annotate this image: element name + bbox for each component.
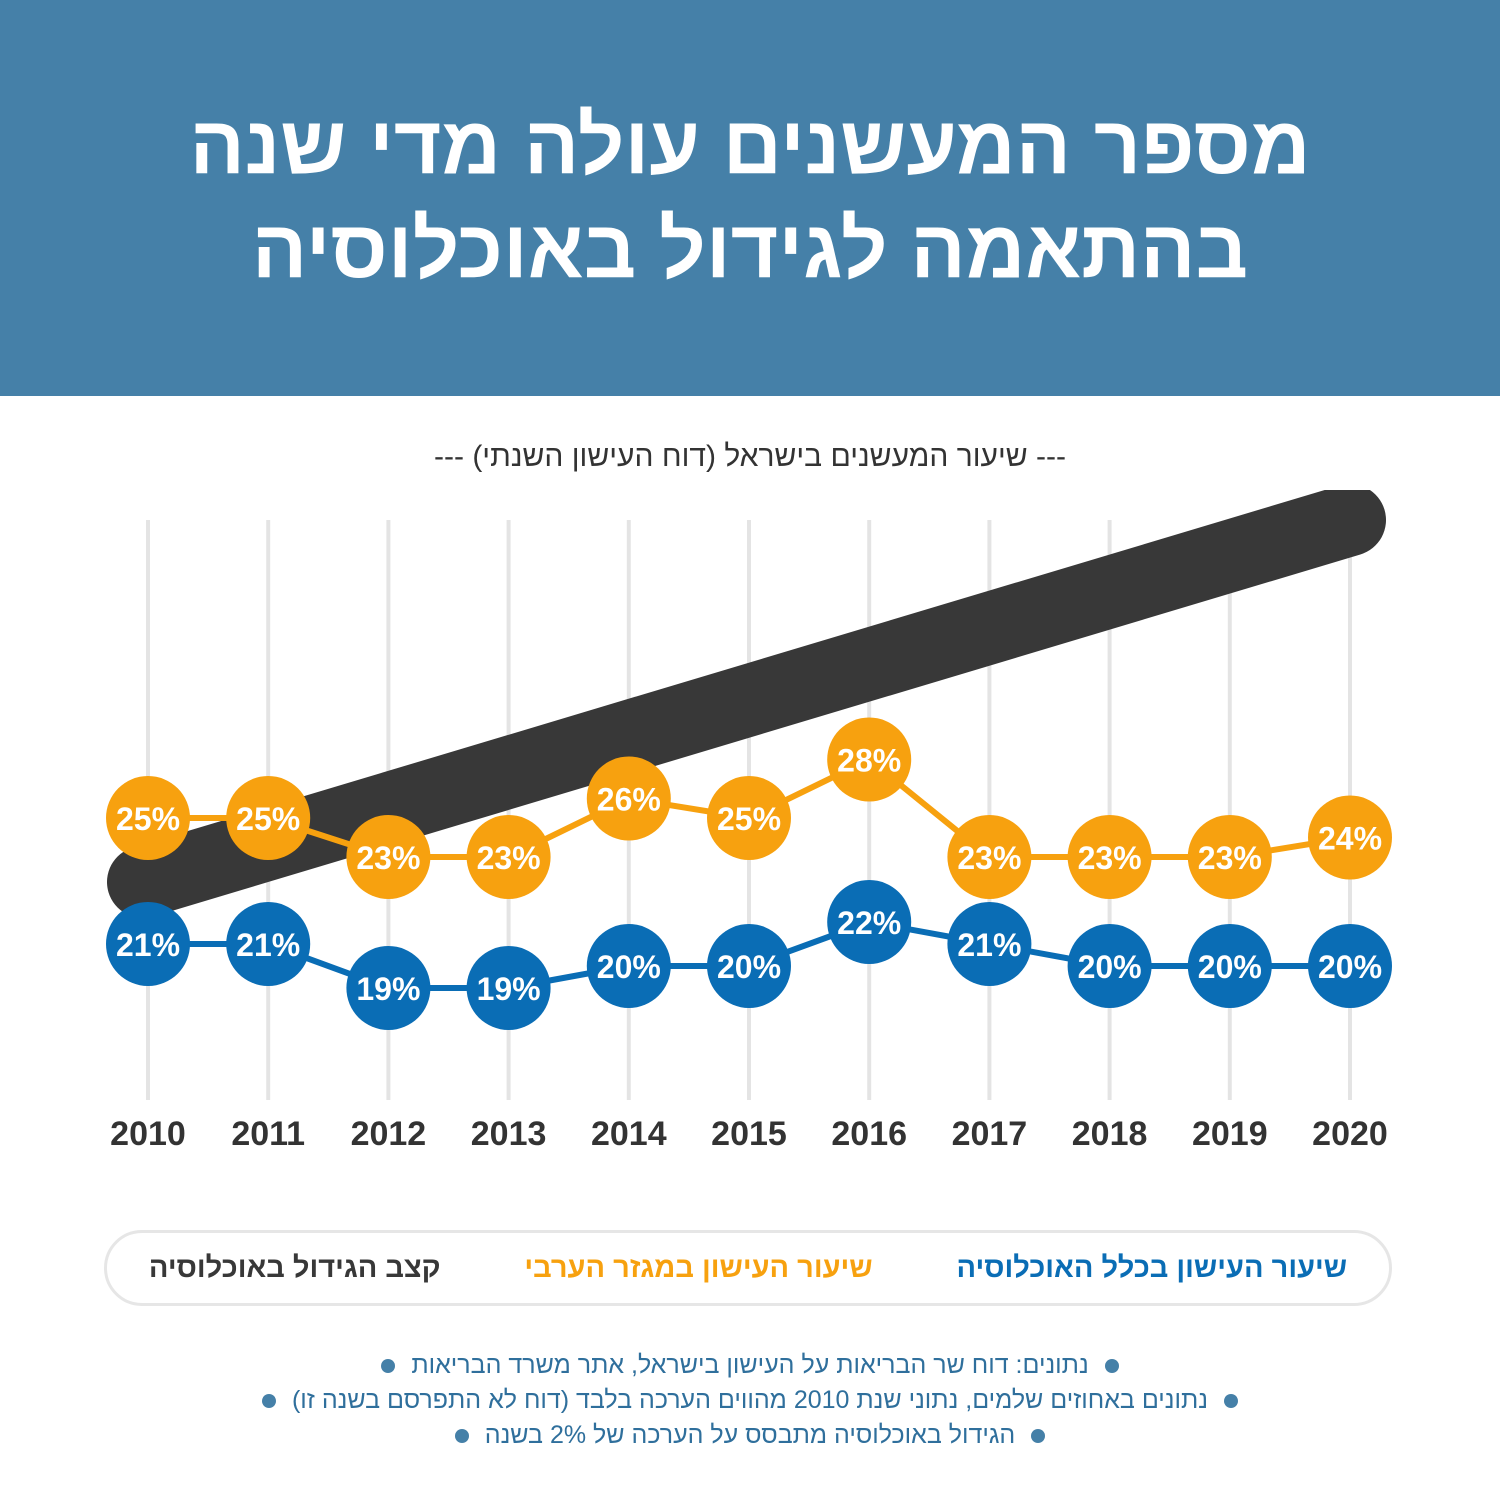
data-label: 23% xyxy=(356,840,420,876)
arab-sector-point xyxy=(466,815,551,899)
page-title-line-2: בהתאמה לגידול באוכלוסיה xyxy=(251,204,1249,295)
data-label: 20% xyxy=(597,949,661,985)
bullet-icon xyxy=(1104,1358,1119,1373)
arab-sector-point xyxy=(707,776,791,860)
general-population-point xyxy=(586,924,671,1008)
data-label: 20% xyxy=(1198,949,1262,985)
arab-sector-point xyxy=(586,756,671,841)
general-population-point xyxy=(106,902,190,986)
general-population-point xyxy=(1187,924,1272,1008)
data-label: 20% xyxy=(1318,949,1382,985)
arab-sector-point xyxy=(827,717,912,802)
general-population-point xyxy=(1308,924,1392,1008)
x-tick-label: 2010 xyxy=(110,1115,186,1153)
note-item: נתונים: דוח שר הבריאות על העישון בישראל,… xyxy=(365,1348,1134,1383)
arab-sector-point xyxy=(1187,815,1272,899)
header-banner: מספר המעשנים עולה מדי שנה בהתאמה לגידול … xyxy=(0,0,1500,396)
data-label: 23% xyxy=(1078,840,1142,876)
bullet-icon xyxy=(1224,1393,1239,1408)
arab-sector-point xyxy=(106,776,190,860)
data-label: 23% xyxy=(477,840,541,876)
data-label: 25% xyxy=(717,801,781,837)
population-growth-trend xyxy=(107,490,1386,918)
page-title-line-1: מספר המעשנים עולה מדי שנה xyxy=(189,100,1311,191)
x-tick-label: 2015 xyxy=(711,1115,787,1153)
note-item: נתונים באחוזים שלמים, נתוני שנת 2010 מהו… xyxy=(246,1383,1254,1418)
legend-arab-sector: שיעור העישון במגזר הערבי xyxy=(524,1251,873,1284)
general-population-point xyxy=(226,902,311,986)
general-population-point xyxy=(1067,924,1152,1008)
arab-sector-point xyxy=(1308,795,1392,880)
chart-legend: קצב הגידול באוכלוסיה שיעור העישון במגזר … xyxy=(104,1230,1392,1306)
chart-subtitle: --- שיעור המעשנים בישראל (דוח העישון השנ… xyxy=(434,440,1066,473)
arab-sector-point xyxy=(1067,815,1152,899)
arab-sector-point xyxy=(226,776,311,860)
note-text: נתונים: דוח שר הבריאות על העישון בישראל,… xyxy=(411,1351,1089,1379)
data-label: 21% xyxy=(236,927,300,963)
note-text: נתונים באחוזים שלמים, נתוני שנת 2010 מהו… xyxy=(291,1386,1209,1414)
data-label: 23% xyxy=(1198,840,1262,876)
data-label: 20% xyxy=(1078,949,1142,985)
arab-sector-point xyxy=(346,815,431,899)
data-label: 26% xyxy=(597,782,661,818)
general-population-point xyxy=(827,880,912,964)
legend-general-population: שיעור העישון בכלל האוכלוסיה xyxy=(956,1251,1348,1284)
x-tick-label: 2012 xyxy=(351,1115,427,1153)
general-population-point xyxy=(707,924,791,1008)
x-tick-label: 2017 xyxy=(952,1115,1028,1153)
data-label: 19% xyxy=(477,971,541,1007)
data-label: 23% xyxy=(957,840,1021,876)
x-tick-label: 2011 xyxy=(231,1115,305,1153)
data-label: 21% xyxy=(957,927,1021,963)
data-label: 24% xyxy=(1318,821,1382,857)
bullet-icon xyxy=(381,1358,396,1373)
smoking-rate-chart: 25% 25% 23% 23% 26% 25% 28% 23% 23% 23% 24% 21% 21% 1… xyxy=(106,490,1392,1153)
note-text: הגידול באוכלוסיה מתבסס על הערכה של 2% בש… xyxy=(484,1421,1016,1449)
data-label: 25% xyxy=(116,801,180,837)
general-population-point xyxy=(947,902,1032,986)
bullet-icon xyxy=(261,1393,276,1408)
data-label: 21% xyxy=(116,927,180,963)
general-population-point xyxy=(346,946,431,1030)
x-tick-label: 2020 xyxy=(1312,1115,1388,1153)
data-label: 28% xyxy=(837,743,901,779)
x-tick-label: 2016 xyxy=(831,1115,907,1153)
x-tick-label: 2013 xyxy=(471,1115,547,1153)
source-notes: נתונים: דוח שר הבריאות על העישון בישראל,… xyxy=(0,1348,1500,1453)
bullet-icon xyxy=(1031,1428,1046,1443)
data-label: 25% xyxy=(236,801,300,837)
x-tick-label: 2014 xyxy=(591,1115,667,1153)
note-item: הגידול באוכלוסיה מתבסס על הערכה של 2% בש… xyxy=(439,1418,1062,1453)
data-label: 19% xyxy=(356,971,420,1007)
bullet-icon xyxy=(454,1428,469,1443)
data-label: 20% xyxy=(717,949,781,985)
arab-sector-point xyxy=(947,815,1032,899)
x-tick-label: 2019 xyxy=(1192,1115,1268,1153)
legend-population-growth: קצב הגידול באוכלוסיה xyxy=(148,1251,441,1284)
general-population-point xyxy=(466,946,551,1030)
x-tick-label: 2018 xyxy=(1072,1115,1148,1153)
data-label: 22% xyxy=(837,905,901,941)
